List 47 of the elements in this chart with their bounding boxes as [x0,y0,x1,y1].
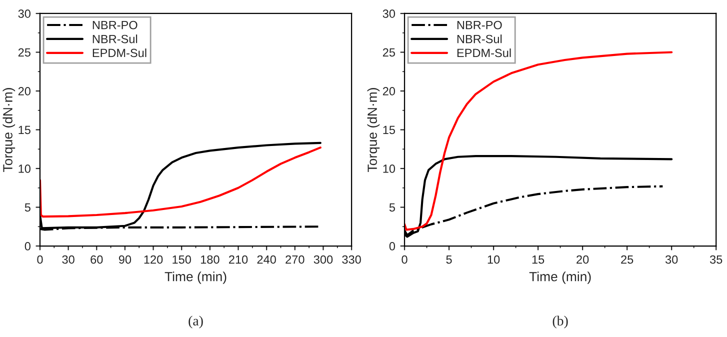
y-tick-label: 25 [18,48,30,57]
y-tick-label: 25 [382,48,395,57]
y-tick-label: 20 [18,87,30,96]
x-axis-title: Time (min) [529,272,591,284]
y-tick-label: 5 [389,203,395,212]
legend-label: EPDM-Sul [457,48,511,58]
x-tick-label: 20 [576,255,589,264]
x-tick-label: 90 [118,255,132,264]
x-tick-label: 210 [229,255,248,264]
x-tick-label: 330 [342,255,361,264]
y-axis-title: Torque (dN·m) [367,88,380,172]
x-tick-label: 150 [172,255,191,264]
legend-label: NBR-Sul [92,34,138,44]
x-tick-label: 240 [257,255,276,264]
text: (b) [552,316,568,328]
y-tick-label: 10 [383,164,396,173]
legend-label: EPDM-Sul [92,48,146,58]
x-tick-label: 60 [90,255,103,264]
y-tick-label: 10 [18,164,30,173]
x-tick-label: 180 [200,255,220,264]
legend-label: NBR-Sul [457,34,502,44]
x-tick-label: 35 [710,255,722,264]
x-tick-label: 30 [665,255,678,264]
x-axis-title: Time (min) [164,272,226,284]
x-tick-label: 5 [446,255,452,264]
y-tick-label: 5 [24,203,30,212]
x-tick-label: 300 [314,255,333,264]
x-tick-label: 0 [402,255,408,264]
x-tick-label: 270 [286,255,304,264]
x-tick-label: 120 [144,255,163,264]
y-tick-label: 15 [18,126,30,134]
y-tick-label: 0 [24,242,30,250]
line-series [40,146,322,218]
legend-label: NBR-PO [92,20,138,30]
x-tick-label: 15 [532,255,544,264]
text: (a) [188,316,203,328]
x-tick-label: 0 [37,255,43,264]
y-tick-label: 0 [389,242,396,250]
legend-label: NBR-PO [457,20,502,30]
y-tick-label: 30 [382,10,396,18]
x-tick-label: 25 [621,255,634,264]
x-tick-label: 10 [488,255,500,264]
x-tick-label: 30 [62,255,74,264]
y-axis-title: Torque (dN·m) [2,88,16,172]
y-tick-label: 30 [18,10,30,18]
y-tick-label: 20 [382,87,396,96]
y-tick-label: 15 [383,126,395,134]
